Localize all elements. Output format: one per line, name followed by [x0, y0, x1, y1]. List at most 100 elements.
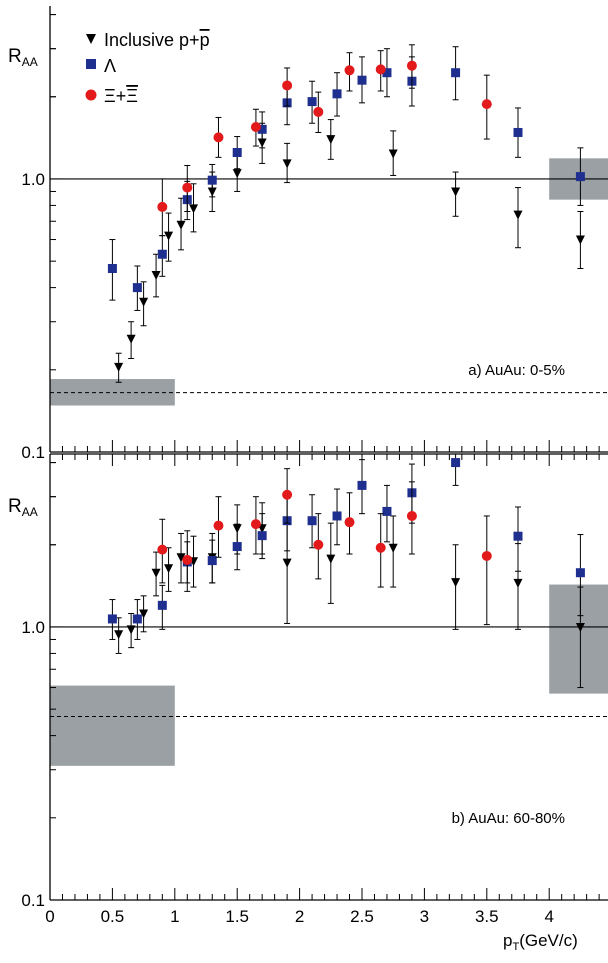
data-point-lambda: [513, 531, 523, 541]
panel-annotation: b) AuAu: 60-80%: [452, 810, 565, 827]
data-point-pbar: [232, 169, 242, 179]
data-point-lambda: [307, 97, 317, 107]
data-point-pbar: [164, 231, 174, 241]
y-tick-label: 1.0: [21, 170, 45, 189]
x-tick-label: 1: [170, 907, 179, 926]
x-axis-label: pT(GeV/c): [503, 931, 578, 953]
x-tick-label: 2.5: [350, 907, 374, 926]
data-point-pbar: [176, 553, 186, 563]
data-point-lambda: [307, 516, 317, 526]
data-point-pbar: [114, 630, 124, 640]
x-tick-label: 1.5: [225, 907, 249, 926]
legend-label-lambda: Λ: [104, 56, 116, 76]
data-point-pbar: [189, 204, 199, 214]
data-point-pbar: [282, 558, 292, 568]
data-point-xi: [282, 489, 293, 500]
data-point-xi: [481, 550, 492, 561]
data-point-xi: [250, 121, 261, 132]
x-tick-label: 0: [45, 907, 54, 926]
data-point-lambda: [451, 68, 461, 78]
data-point-pbar: [388, 149, 398, 159]
data-point-pbar: [139, 609, 149, 619]
data-point-lambda: [575, 568, 585, 578]
data-point-lambda: [357, 75, 367, 85]
data-point-lambda: [575, 172, 585, 182]
data-point-xi: [375, 64, 386, 75]
data-point-xi: [375, 542, 386, 553]
data-point-pbar: [388, 543, 398, 553]
legend-label-xi: Ξ+Ξ: [104, 86, 138, 106]
y-tick-label: 0.1: [21, 891, 45, 910]
legend: Inclusive p+p Λ Ξ+Ξ: [85, 30, 210, 106]
data-point-pbar: [114, 362, 124, 372]
data-point-lambda: [382, 68, 392, 78]
data-point-pbar: [139, 297, 149, 307]
data-point-pbar: [575, 235, 585, 245]
data-point-pbar: [513, 210, 523, 220]
legend-label-pbar: Inclusive p+p: [104, 30, 210, 50]
data-point-pbar: [151, 270, 161, 280]
systematic-band: [50, 379, 175, 406]
data-point-pbar: [513, 578, 523, 588]
data-point-lambda: [332, 511, 342, 521]
panel-annotation: a) AuAu: 0-5%: [468, 362, 565, 379]
systematic-band: [50, 685, 175, 766]
data-point-pbar: [326, 135, 336, 145]
data-point-pbar: [151, 568, 161, 578]
data-point-xi: [406, 60, 417, 71]
data-point-pbar: [176, 220, 186, 230]
data-point-lambda: [107, 263, 117, 273]
data-point-lambda: [107, 614, 117, 624]
data-point-pbar: [451, 578, 461, 588]
data-point-pbar: [326, 554, 336, 564]
panel-b: 1.0 0.10 0.5 1 1.5 2 2.5 3 3.5 4 b) AuAu: 60-80%: [21, 453, 608, 926]
data-point-xi: [250, 519, 261, 530]
y-tick-label: 0.1: [21, 443, 45, 462]
x-tick-label: 3.5: [475, 907, 499, 926]
data-point-lambda: [132, 283, 142, 293]
legend-marker-xi: [85, 89, 97, 101]
data-point-pbar: [575, 622, 585, 632]
data-point-lambda: [357, 480, 367, 490]
data-point-pbar: [451, 187, 461, 197]
data-point-xi: [182, 182, 193, 193]
data-point-xi: [406, 510, 417, 521]
x-tick-label: 4: [544, 907, 553, 926]
y-axis-label-top: RAA: [8, 46, 38, 69]
data-point-lambda: [207, 556, 217, 566]
data-point-xi: [182, 554, 193, 565]
data-point-xi: [313, 106, 324, 117]
data-point-xi: [157, 544, 168, 555]
data-point-pbar: [164, 564, 174, 574]
data-point-lambda: [257, 124, 267, 134]
data-point-lambda: [132, 614, 142, 624]
legend-marker-pbar: [86, 34, 96, 44]
data-point-lambda: [513, 127, 523, 137]
x-tick-label: 0.5: [101, 907, 125, 926]
panel-a: 1.0 0.1 a) AuAu: 0-5%: [21, 6, 608, 462]
data-point-xi: [213, 520, 224, 531]
systematic-band: [549, 584, 608, 694]
data-point-lambda: [232, 148, 242, 158]
y-axis-label-bottom: RAA: [8, 496, 38, 519]
data-point-lambda: [257, 531, 267, 541]
data-point-lambda: [332, 89, 342, 99]
data-point-xi: [313, 539, 324, 550]
data-point-xi: [481, 99, 492, 110]
data-point-lambda: [232, 542, 242, 552]
x-tick-label: 2: [295, 907, 304, 926]
legend-pbar-bar: p: [200, 30, 210, 50]
data-point-pbar: [282, 159, 292, 169]
data-point-lambda: [382, 506, 392, 516]
data-point-lambda: [157, 249, 167, 259]
data-point-lambda: [157, 600, 167, 610]
data-point-xi: [282, 80, 293, 91]
data-point-pbar: [126, 625, 136, 635]
data-point-lambda: [207, 175, 217, 185]
data-point-xi: [157, 201, 168, 212]
y-tick-label: 1.0: [21, 618, 45, 637]
data-point-xi: [344, 517, 355, 528]
x-tick-label: 3: [420, 907, 429, 926]
data-point-pbar: [126, 334, 136, 344]
